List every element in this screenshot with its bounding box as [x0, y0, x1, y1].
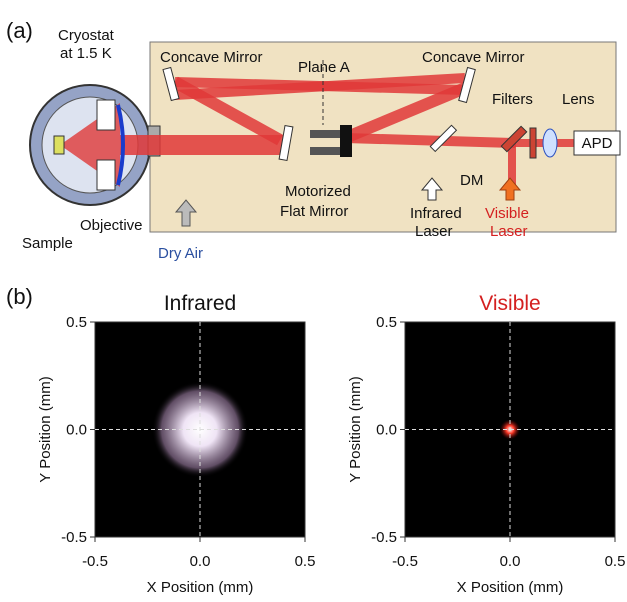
label: Infrared [410, 205, 462, 222]
label: Visible [485, 205, 529, 222]
x-tick-label: 0.0 [190, 553, 211, 570]
label: Flat Mirror [280, 203, 348, 220]
y-tick-label: 0.0 [376, 422, 397, 439]
panel-label: (b) [6, 284, 33, 309]
x-axis-label: X Position (mm) [457, 579, 564, 596]
x-tick-label: 0.0 [500, 553, 521, 570]
plot-title: Infrared [164, 292, 236, 315]
x-tick-label: -0.5 [392, 553, 418, 570]
dm [429, 124, 458, 153]
apd [573, 130, 621, 156]
vis-arrow [498, 177, 522, 201]
label: Lens [562, 91, 595, 108]
panel-label: (a) [6, 18, 33, 43]
sample [53, 135, 65, 155]
y-tick-label: 0.0 [66, 422, 87, 439]
shield [96, 159, 116, 191]
filter [500, 125, 528, 153]
label: Filters [492, 91, 533, 108]
y-tick-label: 0.5 [376, 314, 397, 331]
x-axis-label: X Position (mm) [147, 579, 254, 596]
label: at 1.5 K [60, 45, 112, 62]
label: Concave Mirror [160, 49, 263, 66]
label: Concave Mirror [422, 49, 525, 66]
filter [529, 127, 537, 159]
label: Laser [415, 223, 453, 240]
y-tick-label: -0.5 [61, 529, 87, 546]
label: DM [460, 172, 483, 189]
y-tick-label: 0.5 [66, 314, 87, 331]
plot-title: Visible [479, 292, 540, 315]
x-tick-label: 0.5 [295, 553, 316, 570]
flat-mirror [340, 125, 352, 157]
motor [310, 130, 340, 138]
ir-arrow [420, 177, 444, 201]
label: Dry Air [158, 245, 203, 262]
x-tick-label: -0.5 [82, 553, 108, 570]
label: Motorized [285, 183, 351, 200]
y-tick-label: -0.5 [371, 529, 397, 546]
shield [96, 99, 116, 131]
label: APD [582, 135, 613, 152]
mirror [278, 124, 294, 162]
x-tick-label: 0.5 [605, 553, 626, 570]
mirror [458, 66, 476, 104]
label: Objective [80, 217, 143, 234]
label: Plane A [298, 59, 350, 76]
y-axis-label: Y Position (mm) [37, 376, 54, 482]
objective-lens [116, 104, 125, 186]
y-axis-label: Y Position (mm) [347, 376, 364, 482]
lens [542, 128, 558, 158]
motor [310, 147, 340, 155]
label: Cryostat [58, 27, 115, 44]
label: Laser [490, 223, 528, 240]
air-arrow [174, 199, 198, 227]
label: Sample [22, 235, 73, 252]
mirror [162, 66, 180, 102]
